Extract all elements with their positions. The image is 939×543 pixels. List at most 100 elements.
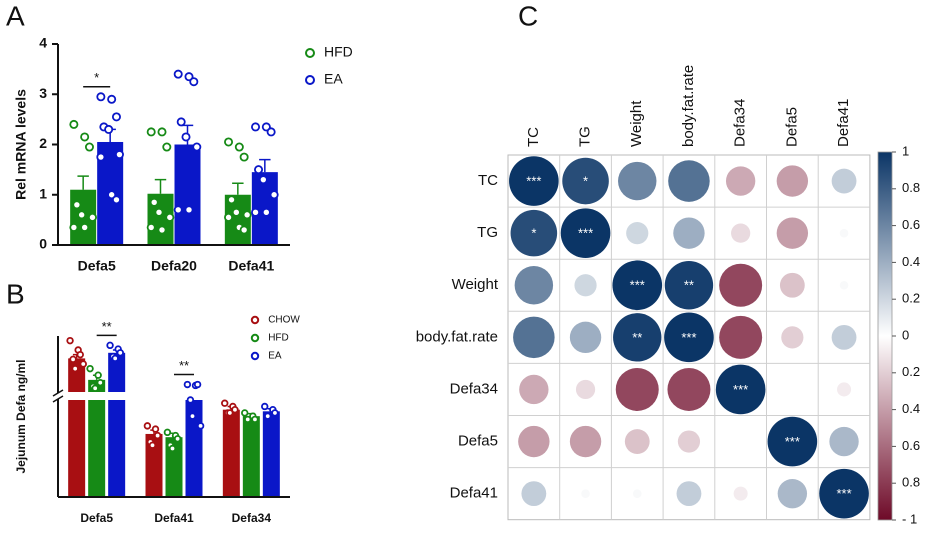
data-point xyxy=(227,195,237,205)
data-point xyxy=(251,415,259,424)
data-point xyxy=(188,412,197,420)
legend-marker xyxy=(250,351,260,361)
colorbar-tick-label: 0.2 xyxy=(902,364,920,379)
legend-label: EA xyxy=(268,351,282,362)
significance-label: ** xyxy=(102,319,112,334)
colorbar-tick-label: 0.8 xyxy=(902,475,920,490)
correlation-circle xyxy=(509,156,559,206)
data-point xyxy=(66,336,74,345)
correlation-circle xyxy=(514,266,554,305)
row-label: TC xyxy=(478,172,498,189)
colorbar-tick-label: 0.8 xyxy=(902,180,920,195)
data-point xyxy=(239,225,249,235)
cell-label: *** xyxy=(578,226,593,241)
correlation-circle xyxy=(574,274,597,297)
data-point xyxy=(242,210,252,220)
data-point xyxy=(196,422,205,430)
correlation-circle xyxy=(676,481,702,507)
data-point xyxy=(96,152,106,162)
data-point xyxy=(192,142,202,152)
data-point xyxy=(183,380,192,389)
data-point xyxy=(86,364,94,373)
row-label: body.fat.rate xyxy=(416,328,498,345)
data-point xyxy=(189,77,199,87)
bar xyxy=(88,379,106,497)
data-point xyxy=(234,142,244,152)
data-point xyxy=(162,142,172,152)
colorbar-tick-label: 0.6 xyxy=(902,438,920,453)
data-point xyxy=(114,150,124,160)
correlation-circle xyxy=(777,478,808,509)
column-label: Defa41 xyxy=(835,99,852,147)
correlation-circle xyxy=(831,168,857,194)
data-point xyxy=(221,399,229,407)
cell-label: *** xyxy=(785,434,800,449)
data-point xyxy=(104,124,114,134)
bar xyxy=(165,437,183,497)
data-point xyxy=(264,412,272,420)
data-point xyxy=(116,349,124,357)
row-label: TG xyxy=(477,224,498,241)
correlation-circle xyxy=(664,261,714,310)
bar xyxy=(108,352,126,497)
x-tick-label: Defa5 xyxy=(78,258,116,274)
data-point xyxy=(239,152,249,162)
data-point xyxy=(91,384,99,392)
data-point xyxy=(271,409,279,417)
data-point xyxy=(261,207,271,217)
error-bar xyxy=(259,158,271,173)
correlation-circle xyxy=(513,316,555,359)
error-bar xyxy=(232,182,244,195)
data-point xyxy=(244,415,252,424)
data-point xyxy=(261,402,269,411)
data-point xyxy=(241,409,249,417)
cell-label: *** xyxy=(836,486,851,501)
row-label: Defa34 xyxy=(450,380,498,397)
colorbar-tick-label: 1 xyxy=(902,143,909,158)
data-point xyxy=(76,350,84,359)
data-point xyxy=(151,425,160,433)
cell-label: * xyxy=(583,173,588,188)
data-point xyxy=(69,222,79,232)
correlation-circle xyxy=(560,208,611,258)
data-point xyxy=(251,207,261,217)
data-point xyxy=(157,127,167,137)
data-point xyxy=(186,396,195,404)
x-tick-label: Defa41 xyxy=(154,511,194,525)
correlation-circle xyxy=(575,379,596,400)
correlation-circle xyxy=(664,312,714,363)
cell-label: *** xyxy=(733,382,748,397)
data-point xyxy=(69,119,79,129)
x-tick-label: Defa34 xyxy=(232,511,272,525)
x-tick-label: Defa20 xyxy=(151,258,197,274)
colorbar-tick-label: - 1 xyxy=(902,511,917,526)
bar xyxy=(145,433,163,497)
legend-label: EA xyxy=(324,71,343,87)
data-point xyxy=(258,175,268,185)
correlation-circle xyxy=(612,260,663,311)
data-point xyxy=(231,207,241,217)
bar xyxy=(242,416,260,497)
data-point xyxy=(96,378,104,387)
panel-label: B xyxy=(6,278,25,309)
cell-label: ** xyxy=(632,330,642,345)
panel-label: A xyxy=(6,0,25,31)
data-point xyxy=(80,132,90,142)
column-label: TC xyxy=(525,127,542,147)
correlation-circle xyxy=(510,209,558,257)
significance-label: * xyxy=(94,70,99,85)
data-point xyxy=(153,431,162,440)
row-label: Defa5 xyxy=(458,433,498,450)
cell-label: *** xyxy=(681,330,696,345)
data-point xyxy=(193,380,202,389)
cell-label: ** xyxy=(684,278,694,293)
error-bar xyxy=(154,178,167,194)
data-point xyxy=(176,117,186,127)
data-point xyxy=(254,165,264,175)
bar xyxy=(262,411,280,497)
correlation-circle xyxy=(725,166,756,196)
data-point xyxy=(106,341,114,350)
correlation-circle xyxy=(521,481,547,507)
colorbar-tick-label: 0.4 xyxy=(902,254,920,269)
data-point xyxy=(226,409,234,417)
